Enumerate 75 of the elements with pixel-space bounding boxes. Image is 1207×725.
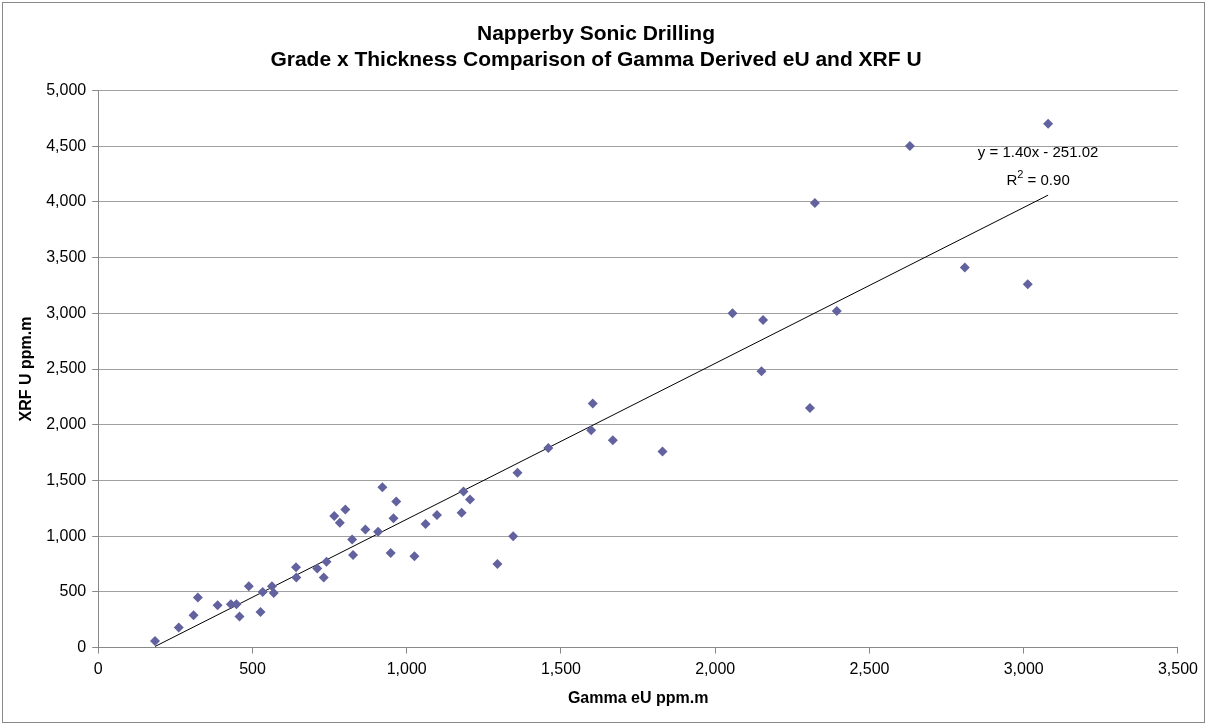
y-tick-label: 5,000 bbox=[46, 80, 87, 98]
point bbox=[188, 610, 199, 621]
x-tick-label: 0 bbox=[93, 659, 103, 677]
point bbox=[420, 518, 431, 529]
point bbox=[1043, 118, 1054, 129]
y-tick-label: 0 bbox=[77, 638, 87, 656]
point bbox=[587, 398, 598, 409]
x-tick-label: 3,000 bbox=[1003, 659, 1044, 677]
point bbox=[492, 559, 503, 570]
point bbox=[456, 507, 467, 518]
point bbox=[360, 524, 371, 535]
point bbox=[388, 513, 399, 524]
point bbox=[756, 366, 767, 377]
point bbox=[727, 308, 738, 319]
point bbox=[809, 197, 820, 208]
point bbox=[431, 509, 442, 520]
point bbox=[243, 581, 254, 592]
point bbox=[1022, 279, 1033, 290]
point bbox=[192, 592, 203, 603]
x-tick-label: 3,500 bbox=[1157, 659, 1199, 677]
y-tick-label: 2,000 bbox=[46, 415, 87, 433]
point bbox=[255, 606, 266, 617]
y-tick-label: 2,500 bbox=[46, 359, 87, 377]
point bbox=[959, 262, 970, 273]
point bbox=[904, 141, 915, 152]
y-tick-label: 3,000 bbox=[46, 303, 87, 321]
text: Napperby Sonic Drilling bbox=[476, 21, 716, 45]
point bbox=[657, 446, 668, 457]
point bbox=[385, 547, 396, 558]
point bbox=[377, 482, 388, 493]
point bbox=[586, 425, 597, 436]
x-tick-label: 500 bbox=[239, 659, 266, 677]
x-axis-title: Gamma eU ppm.m bbox=[567, 688, 709, 706]
point bbox=[758, 314, 769, 325]
point bbox=[334, 517, 345, 528]
point bbox=[348, 550, 359, 561]
point bbox=[409, 551, 420, 562]
point bbox=[150, 635, 160, 646]
point bbox=[340, 504, 351, 515]
point bbox=[173, 622, 184, 633]
point bbox=[234, 611, 245, 622]
point bbox=[512, 467, 523, 478]
point bbox=[318, 572, 329, 583]
point bbox=[373, 526, 384, 537]
x-tick-label: 1,500 bbox=[540, 659, 582, 677]
point bbox=[212, 600, 223, 611]
x-tick-label: 2,000 bbox=[695, 659, 736, 677]
point bbox=[312, 563, 323, 574]
point bbox=[508, 531, 519, 542]
point bbox=[391, 496, 402, 507]
annotation: y = 1.40x - 251.02 bbox=[977, 143, 1099, 161]
point bbox=[458, 486, 469, 497]
point bbox=[268, 587, 279, 598]
point bbox=[804, 403, 815, 413]
point bbox=[257, 586, 268, 597]
text: Grade x Thickness Comparison of Gamma Derived eU and XRF U bbox=[270, 46, 922, 70]
y-tick-label: 500 bbox=[59, 582, 87, 600]
point bbox=[290, 562, 301, 573]
x-tick-label: 2,500 bbox=[849, 659, 890, 677]
x-tick-label: 1,000 bbox=[386, 659, 427, 677]
point bbox=[266, 581, 277, 592]
point bbox=[321, 556, 332, 567]
y-tick-label: 1,500 bbox=[46, 470, 87, 488]
point bbox=[831, 306, 842, 317]
y-tick-label: 4,500 bbox=[46, 136, 87, 154]
y-tick-label: 1,000 bbox=[46, 526, 87, 544]
point bbox=[329, 511, 340, 522]
point bbox=[347, 534, 358, 545]
point bbox=[543, 443, 554, 454]
point bbox=[464, 494, 475, 505]
y-tick-label: 3,500 bbox=[46, 247, 87, 265]
y-tick-label: 4,000 bbox=[46, 192, 87, 210]
point bbox=[291, 572, 302, 583]
y-axis-title: XRF U ppm.m bbox=[17, 316, 35, 422]
point bbox=[607, 435, 618, 446]
